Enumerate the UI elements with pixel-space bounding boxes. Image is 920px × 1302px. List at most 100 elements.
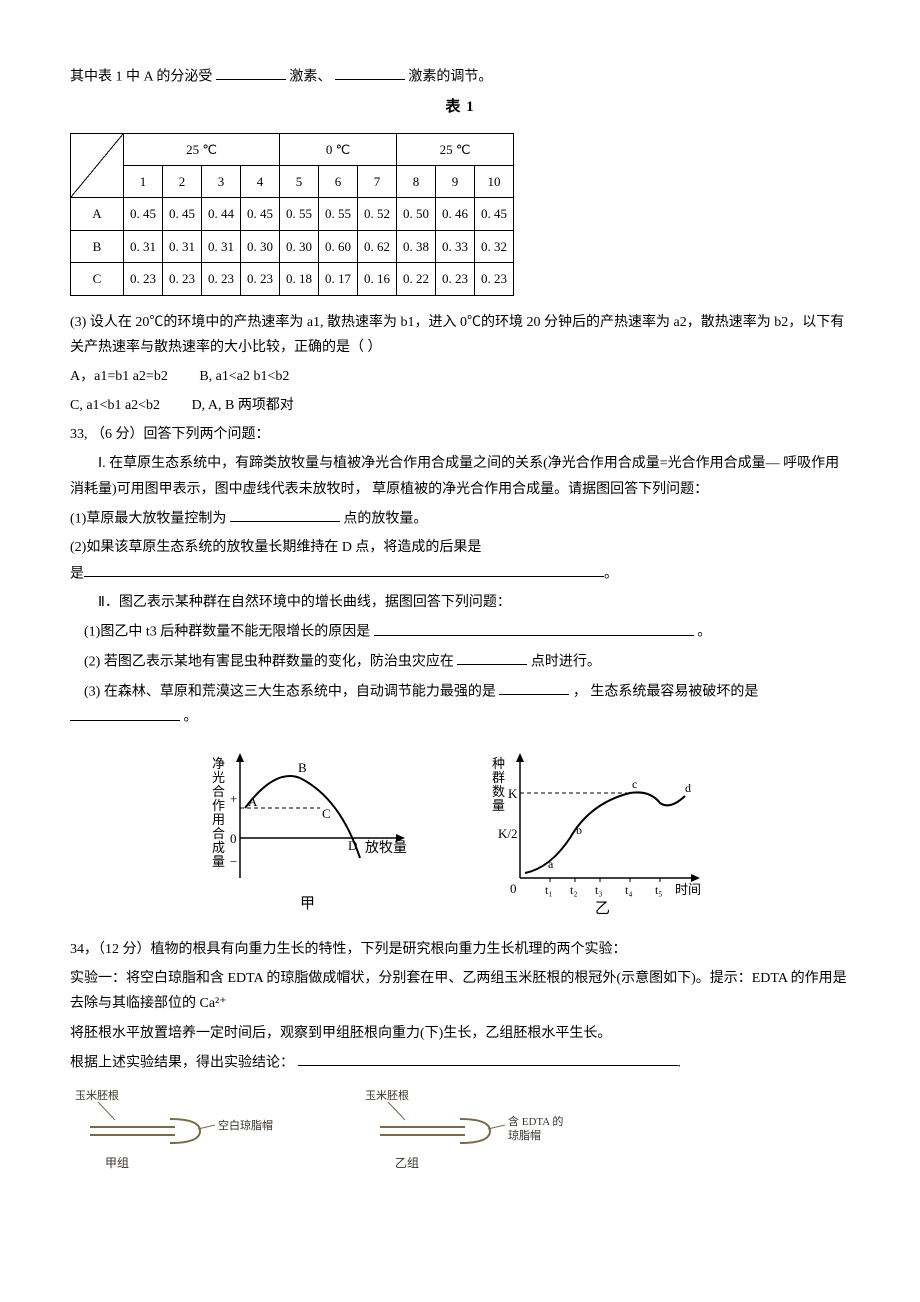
q33-I-1-suf: 点的放牧量。 (343, 511, 427, 526)
table1-col: 3 (202, 165, 241, 197)
figjia-ylabel: 净光合 作用合 成量 (212, 756, 228, 869)
q33-I-1: (1)草原最大放牧量控制为 点的放牧量。 (70, 506, 850, 532)
figyi-t4: t₄ (625, 883, 633, 897)
exp-yi-leader2 (488, 1125, 505, 1129)
figure-exp-yi: 玉米胚根 含 EDTA 的 琼脂帽 乙组 (360, 1085, 590, 1175)
q3-choice-d: D, A, B 两项都对 (192, 393, 294, 418)
table1-cell: 0. 16 (358, 263, 397, 295)
figyi-xarrow (691, 874, 700, 882)
table1-header-row2: 1 2 3 4 5 6 7 8 9 10 (71, 165, 514, 197)
table1-row-label: B (71, 230, 124, 262)
table1: 25 ℃ 0 ℃ 25 ℃ 1 2 3 4 5 6 7 8 9 10 A 0. … (70, 133, 514, 296)
exp-yi-label: 乙组 (395, 1156, 419, 1170)
table1-row-b: B 0. 31 0. 31 0. 31 0. 30 0. 30 0. 60 0.… (71, 230, 514, 262)
figure-jia: 净光合 作用合 成量 + 0 − A B C D 放牧量 甲 (200, 748, 420, 925)
q3-choice-b: B, a1<a2 b1<b2 (199, 364, 289, 389)
figyi-yarrow (516, 753, 524, 762)
q3-choices-row2: C, a1<b1 a2<b2 D, A, B 两项都对 (70, 393, 850, 418)
table1-cell: 0. 32 (475, 230, 514, 262)
table1-cell: 0. 44 (202, 198, 241, 230)
q3-choice-a: A，a1=b1 a2=b2 (70, 364, 168, 389)
figure-yi: 种群数量 K K/2 a b c d t₁ t₂ t₃ t₄ t₅ (480, 748, 720, 925)
table1-cell: 0. 62 (358, 230, 397, 262)
table1-hg-2: 0 ℃ (280, 133, 397, 165)
figyi-b: b (576, 823, 582, 837)
figjia-B: B (298, 760, 307, 775)
table1-cell: 0. 46 (436, 198, 475, 230)
blank-q33-I-2 (84, 561, 604, 577)
figyi-xlabel: 时间 (675, 882, 701, 897)
table1-cell: 0. 23 (202, 263, 241, 295)
q33-II-lead: Ⅱ．图乙表示某种群在自然环境中的增长曲线，据图回答下列问题： (70, 590, 850, 615)
table1-row-c: C 0. 23 0. 23 0. 23 0. 23 0. 18 0. 17 0.… (71, 263, 514, 295)
figjia-plus: + (230, 791, 237, 806)
table1-col: 6 (319, 165, 358, 197)
figjia-minus: − (230, 854, 237, 869)
q33-I-2: (2)如果该草原生态系统的放牧量长期维持在 D 点，将造成的后果是 是。 (70, 535, 850, 586)
blank-q33-II-3a (499, 679, 569, 695)
q3-choice-c: C, a1<b1 a2<b2 (70, 393, 160, 418)
q34-title: 34，（12 分）植物的根具有向重力生长的特性，下列是研究根向重力生长机理的两个… (70, 937, 850, 962)
q33-II-3-pre: (3) 在森林、草原和荒漠这三大生态系统中，自动调节能力最强的是 (84, 684, 496, 699)
exp-jia-cap (170, 1119, 200, 1143)
blank-q33-I-1 (230, 506, 340, 522)
figure-jia-svg: 净光合 作用合 成量 + 0 − A B C D 放牧量 甲 (200, 748, 420, 918)
figyi-a: a (548, 857, 554, 871)
figure-yi-svg: 种群数量 K K/2 a b c d t₁ t₂ t₃ t₄ t₅ (480, 748, 720, 918)
q33-II-1-pre: (1)图乙中 t3 后种群数量不能无限增长的原因是 (84, 625, 370, 640)
figjia-xlabel: 放牧量 (365, 840, 407, 856)
figjia-yarrow (236, 753, 244, 762)
table1-col: 10 (475, 165, 514, 197)
figyi-K2: K/2 (498, 826, 518, 841)
intro-mid: 激素、 (289, 69, 331, 84)
table1-cell: 0. 38 (397, 230, 436, 262)
table1-cell: 0. 33 (436, 230, 475, 262)
exp-yi-cap-label2: 琼脂帽 (508, 1128, 541, 1142)
table1-hg-1: 25 ℃ (124, 133, 280, 165)
blank-q33-II-2 (457, 649, 527, 665)
q33-title: 33, （6 分）回答下列两个问题： (70, 422, 850, 447)
exp-jia-leader2 (198, 1125, 215, 1129)
figyi-t5: t₅ (655, 883, 663, 897)
q34-line3: 根据上述实验结果，得出实验结论： . (70, 1050, 850, 1076)
intro-suf: 激素的调节。 (408, 69, 492, 84)
table1-caption: 表 1 (70, 94, 850, 121)
figjia-zero: 0 (230, 831, 237, 846)
figyi-t3: t₃ (595, 883, 603, 897)
q33-II-2: (2) 若图乙表示某地有害昆虫种群数量的变化，防治虫灾应在 点时进行。 (70, 649, 850, 675)
exp-yi-cap-label1: 含 EDTA 的 (508, 1114, 563, 1128)
q33-I-1-pre: (1)草原最大放牧量控制为 (70, 511, 230, 526)
exp-yi-leader1 (388, 1102, 405, 1120)
exp-jia-label: 甲组 (105, 1156, 129, 1170)
table1-row-a: A 0. 45 0. 45 0. 44 0. 45 0. 55 0. 55 0.… (71, 198, 514, 230)
table1-cell: 0. 23 (163, 263, 202, 295)
q34-line2: 将胚根水平放置培养一定时间后，观察到甲组胚根向重力(下)生长，乙组胚根水平生长。 (70, 1021, 850, 1046)
table1-cell: 0. 22 (397, 263, 436, 295)
exp-jia-leader1 (98, 1102, 115, 1120)
figure-exp-jia: 玉米胚根 空白琼脂帽 甲组 (70, 1085, 280, 1175)
table1-cell: 0. 30 (280, 230, 319, 262)
q3-choices-row1: A，a1=b1 a2=b2 B, a1<a2 b1<b2 (70, 364, 850, 389)
figyi-xticks: t₁ t₂ t₃ t₄ t₅ (545, 878, 663, 897)
figyi-K: K (508, 786, 518, 801)
figjia-label: 甲 (300, 896, 315, 912)
q34-exp1: 实验一：将空白琼脂和含 EDTA 的琼脂做成帽状，分别套在甲、乙两组玉米胚根的根… (70, 966, 850, 1016)
table1-cell: 0. 55 (280, 198, 319, 230)
table1-cell: 0. 50 (397, 198, 436, 230)
table1-header-row1: 25 ℃ 0 ℃ 25 ℃ (71, 133, 514, 165)
figjia-D: D (348, 838, 357, 853)
table1-cell: 0. 18 (280, 263, 319, 295)
table1-cell: 0. 31 (202, 230, 241, 262)
figyi-d: d (685, 781, 691, 795)
table1-cell: 0. 45 (241, 198, 280, 230)
figyi-t1: t₁ (545, 883, 553, 897)
figyi-ylabel: 种群数量 (492, 756, 505, 813)
table1-cell: 0. 52 (358, 198, 397, 230)
table1-cell: 0. 45 (475, 198, 514, 230)
figyi-c: c (632, 777, 637, 791)
table1-cell: 0. 55 (319, 198, 358, 230)
figyi-origin: 0 (510, 881, 517, 896)
q34-line3-pre: 根据上述实验结果，得出实验结论： (70, 1055, 294, 1070)
blank-q33-II-1 (374, 619, 694, 635)
table1-col: 2 (163, 165, 202, 197)
